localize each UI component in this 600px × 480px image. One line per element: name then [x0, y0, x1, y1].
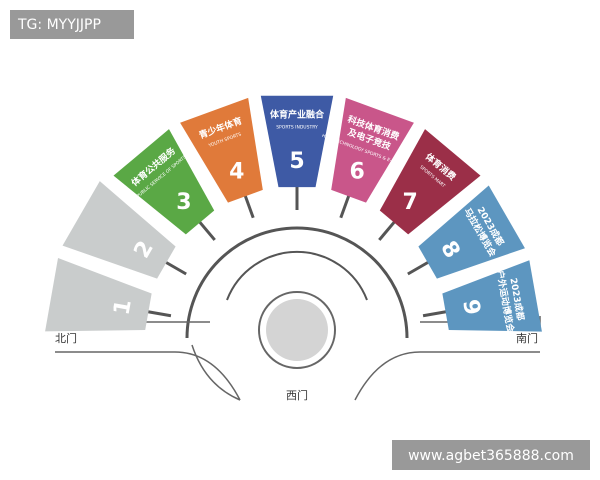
hall-block	[260, 95, 334, 188]
west-path	[191, 344, 241, 401]
hall-number: 6	[350, 160, 365, 185]
hall-connector	[378, 220, 396, 241]
west-walkway-left	[55, 351, 241, 401]
inner-arc	[185, 226, 409, 339]
hall-block	[180, 97, 263, 203]
hall-connector	[339, 194, 351, 219]
hall-number: 4	[229, 160, 244, 185]
west-gate-label: 西门	[286, 388, 308, 402]
hall-block	[379, 129, 481, 235]
inner-arc-small	[226, 250, 368, 301]
hall-connector	[243, 194, 255, 219]
watermark-bottom: www.agbet365888.com	[408, 448, 574, 464]
hall-title: 体育产业融合	[270, 109, 325, 121]
hall-number: 9	[457, 298, 484, 317]
hall: 5 体育产业融合 SPORTS INDUSTRY	[260, 95, 334, 210]
hall-connector	[198, 220, 216, 241]
hall-block	[45, 258, 152, 332]
watermark-top-box	[10, 10, 134, 39]
hall-connector	[422, 310, 447, 318]
hall-block	[331, 97, 414, 203]
west-walkway-right	[354, 351, 540, 401]
hall-block	[418, 185, 525, 279]
hall-block	[113, 129, 215, 235]
hall-number: 7	[402, 190, 417, 215]
hall-number: 1	[110, 298, 137, 317]
hall-subtitle: SPORTS INDUSTRY	[276, 125, 318, 131]
hall: 1	[45, 258, 172, 332]
watermark-top: TG: MYYJJPP	[17, 17, 101, 33]
south-gate-label: 南门	[516, 331, 538, 345]
hall-block	[62, 181, 176, 279]
hall-block	[442, 260, 542, 332]
hall-number: 3	[176, 190, 191, 215]
hall-connector	[164, 260, 187, 276]
north-gate-label: 北门	[55, 331, 77, 345]
hall-number: 5	[289, 149, 304, 174]
center-circle	[266, 299, 328, 361]
hall-connector	[407, 260, 430, 276]
hall-connector	[147, 310, 172, 318]
watermark-bottom-box	[392, 440, 590, 470]
hall: 2	[62, 181, 187, 279]
